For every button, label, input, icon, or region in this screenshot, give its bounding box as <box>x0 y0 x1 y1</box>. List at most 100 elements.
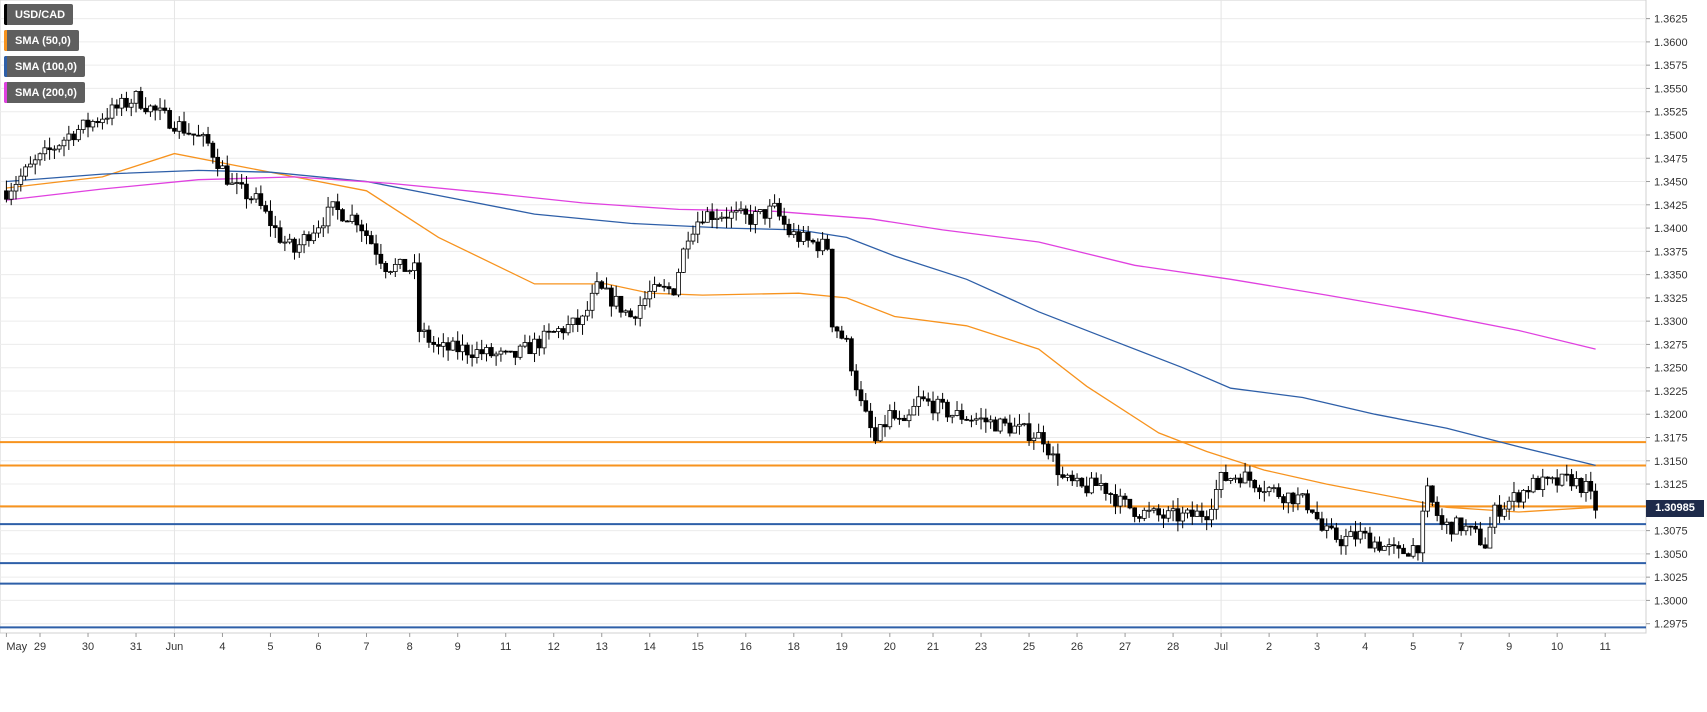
candle-body <box>52 148 57 151</box>
x-tick-label: 7 <box>363 641 369 653</box>
candle-body <box>935 398 941 414</box>
candle-body <box>1165 510 1171 519</box>
legend-item-sma100[interactable]: SMA (100,0) <box>4 56 85 77</box>
legend-item-sma50[interactable]: SMA (50,0) <box>4 30 79 51</box>
candle-body <box>76 129 81 141</box>
candle-body <box>589 292 595 311</box>
candle-body <box>1065 474 1070 478</box>
plot-area <box>0 0 1647 634</box>
x-tick-label: 9 <box>455 641 461 653</box>
candle-body <box>1199 510 1205 517</box>
candle-body <box>186 132 192 135</box>
legend: USD/CAD SMA (50,0) SMA (100,0) SMA (200,… <box>4 4 85 108</box>
candle-body <box>1334 527 1339 540</box>
candle-body <box>1406 553 1411 557</box>
x-tick-label: 5 <box>267 641 273 653</box>
candle-body <box>993 419 998 432</box>
candle-body <box>1141 509 1147 519</box>
candle-body <box>556 328 561 333</box>
candle-body <box>220 165 225 169</box>
x-tick-label: 13 <box>596 641 608 653</box>
candle-body <box>1122 495 1128 500</box>
x-tick-label: 27 <box>1119 641 1131 653</box>
candle-body <box>690 233 696 242</box>
y-tick-label: 1.3250 <box>1654 363 1688 375</box>
candle-body <box>104 117 110 120</box>
y-tick-label: 1.3150 <box>1654 456 1688 468</box>
y-tick-label: 1.3400 <box>1654 223 1688 235</box>
candle-body <box>508 350 513 353</box>
y-tick-label: 1.3225 <box>1654 386 1688 398</box>
candle-body <box>1362 530 1368 534</box>
candle-body <box>32 159 38 165</box>
candle-body <box>1593 490 1598 511</box>
candle-body <box>1348 531 1354 537</box>
candle-body <box>244 183 249 200</box>
y-tick-label: 1.3550 <box>1654 83 1688 95</box>
current-price-tag: 1.30985 <box>1646 499 1704 517</box>
x-tick-label: 20 <box>884 641 896 653</box>
candle-body <box>124 97 129 108</box>
candle-body <box>1137 516 1142 519</box>
candle-body <box>1084 485 1089 494</box>
candle-body <box>71 133 76 141</box>
candle-body <box>23 166 28 177</box>
candle-body <box>1434 501 1440 516</box>
candle-body <box>700 221 705 224</box>
candle-body <box>1031 437 1037 441</box>
candle-body <box>522 342 528 347</box>
candle-body <box>738 208 744 212</box>
legend-item-usdcad[interactable]: USD/CAD <box>4 4 74 25</box>
candle-body <box>1410 545 1416 557</box>
x-tick-label: 3 <box>1314 641 1320 653</box>
candle-body <box>1569 474 1574 487</box>
x-tick-label: 9 <box>1506 641 1512 653</box>
legend-item-sma200[interactable]: SMA (200,0) <box>4 82 85 103</box>
x-tick-label: 25 <box>1023 641 1035 653</box>
candle-body <box>940 398 945 403</box>
candle-body <box>1554 477 1560 486</box>
candle-body <box>853 370 859 391</box>
candle-body <box>964 418 969 421</box>
candle-body <box>85 119 91 128</box>
candle-body <box>1463 525 1469 532</box>
candle-body <box>66 133 72 141</box>
candle-body <box>8 190 14 200</box>
candle-body <box>609 287 614 307</box>
candle-body <box>604 287 609 290</box>
candle-body <box>1204 516 1210 521</box>
candle-body <box>335 201 341 211</box>
candle-body <box>1161 514 1166 519</box>
candle-body <box>114 104 120 109</box>
candle-body <box>1516 492 1522 503</box>
candle-body <box>268 210 273 227</box>
candle-body <box>1113 494 1118 507</box>
candle-body <box>1430 485 1435 503</box>
candle-body <box>311 232 316 242</box>
candle-body <box>162 107 168 111</box>
candle-body <box>575 317 581 325</box>
x-tick-label: 10 <box>1551 641 1563 653</box>
candle-body <box>1156 508 1162 516</box>
candle-body <box>1305 493 1310 511</box>
x-tick-label: 21 <box>927 641 939 653</box>
candle-body <box>1242 471 1248 484</box>
candle-body <box>1583 480 1589 493</box>
candle-body <box>215 156 220 169</box>
candle-body <box>272 225 278 229</box>
candle-body <box>1271 487 1277 490</box>
candle-body <box>210 142 216 158</box>
candle-body <box>133 91 139 104</box>
candle-body <box>61 139 67 147</box>
candle-body <box>397 258 403 265</box>
candle-body <box>791 231 797 236</box>
candle-body <box>541 330 547 349</box>
candle-body <box>561 328 566 334</box>
candle-body <box>1545 476 1550 479</box>
candle-body <box>647 290 653 300</box>
candle-body <box>325 206 331 227</box>
candle-body <box>1353 531 1358 540</box>
candle-body <box>1550 477 1555 480</box>
candle-body <box>296 244 302 253</box>
x-tick-label: 6 <box>315 641 321 653</box>
